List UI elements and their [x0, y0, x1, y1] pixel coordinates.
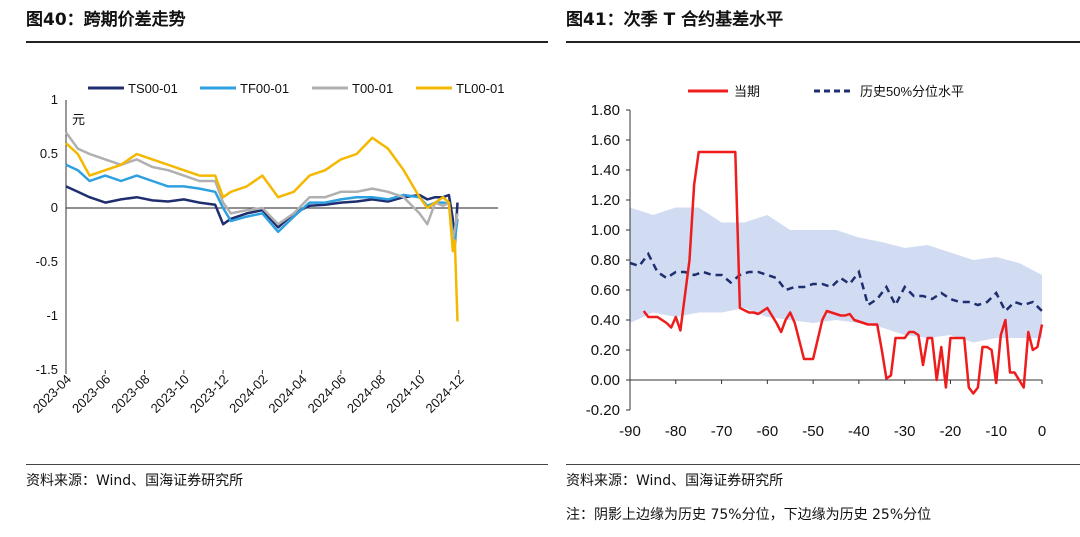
x-tick-label: -30	[894, 423, 916, 440]
x-tick-label: 2024-08	[344, 372, 388, 416]
x-tick-label: 2023-08	[108, 372, 152, 416]
series-line-current	[642, 150, 1044, 395]
y-tick-label: 0.20	[591, 342, 620, 359]
percentile-band	[630, 207, 1042, 343]
legend-label: T00-01	[352, 81, 393, 96]
y-tick-label: 1.20	[591, 192, 620, 209]
x-tick-label: -70	[711, 423, 733, 440]
y-tick-label: 0	[51, 200, 58, 215]
y-tick-label: -0.5	[36, 254, 58, 269]
x-tick-label: -20	[940, 423, 962, 440]
series-line-median	[629, 251, 1043, 314]
left-figure: 图40：跨期价差走势 1 0.5 0 -0.5 -1 -1.5 元 2023-04 2023-0…	[26, 0, 548, 489]
y-tick-label: 1.40	[591, 162, 620, 179]
y-tick-label: -1.5	[36, 362, 58, 377]
x-tick-label: 2024-04	[265, 372, 309, 416]
left-title-rule	[26, 41, 548, 43]
y-tick-label: 0.60	[591, 282, 620, 299]
series-line-TL00-01	[65, 136, 459, 322]
left-chart: 10.50-0.5-1-1.5元2023-042023-062023-08202…	[30, 81, 505, 416]
right-footer-rule	[566, 464, 1080, 465]
right-title-rule	[566, 41, 1080, 43]
right-source-text: 资料来源：Wind、国海证券研究所	[566, 473, 784, 489]
legend-label: TL00-01	[456, 81, 504, 96]
left-footer-rule	[26, 464, 548, 465]
left-figure-title: 图40：跨期价差走势	[26, 10, 186, 30]
y-tick-label: 0.00	[591, 372, 620, 389]
left-source-text: 资料来源：Wind、国海证券研究所	[26, 473, 244, 489]
right-chart: 1.80 1.60 1.40 1.20 1.00 0.80 0.60 0.40 0.20 0.00…	[586, 84, 1046, 440]
x-tick-label: 2024-06	[305, 372, 349, 416]
series-line-T00-01	[64, 131, 459, 242]
x-tick-label: 0	[1038, 423, 1046, 440]
y-tick-label: -0.20	[586, 402, 620, 419]
series-line-TS00-01	[65, 185, 459, 248]
y-tick-label: 0.5	[40, 146, 58, 161]
x-tick-label: 2023-04	[30, 372, 74, 416]
legend-label: 当期	[734, 84, 760, 99]
x-tick-label: -90	[619, 423, 641, 440]
unit-label: 元	[72, 112, 85, 127]
legend-label: TF00-01	[240, 81, 289, 96]
y-tick-label: 1.80	[591, 102, 620, 119]
x-tick-label: 2024-10	[383, 372, 427, 416]
right-note-text: 注：阴影上边缘为历史 75%分位，下边缘为历史 25%分位	[566, 507, 932, 523]
right-figure-title: 图41：次季 T 合约基差水平	[566, 10, 784, 30]
x-tick-label: -80	[665, 423, 687, 440]
y-tick-label: 1.60	[591, 132, 620, 149]
y-tick-label: -1	[46, 308, 58, 323]
y-tick-label: 1	[51, 92, 58, 107]
x-tick-label: 2024-12	[422, 372, 466, 416]
x-tick-label: 2023-12	[187, 372, 231, 416]
x-tick-label: 2023-06	[69, 372, 113, 416]
y-tick-label: 0.80	[591, 252, 620, 269]
legend-label: TS00-01	[128, 81, 178, 96]
x-tick-label: -60	[756, 423, 778, 440]
legend-label: 历史50%分位水平	[860, 84, 964, 99]
right-figure: 图41：次季 T 合约基差水平 1.80 1.60 1.40 1.20 1.00 0.80…	[566, 0, 1080, 523]
x-tick-label: -50	[802, 423, 824, 440]
y-tick-label: 1.00	[591, 222, 620, 239]
x-tick-label: 2024-02	[226, 372, 270, 416]
y-tick-label: 0.40	[591, 312, 620, 329]
x-tick-label: -10	[985, 423, 1007, 440]
x-tick-label: 2023-10	[148, 372, 192, 416]
x-tick-label: -40	[848, 423, 870, 440]
